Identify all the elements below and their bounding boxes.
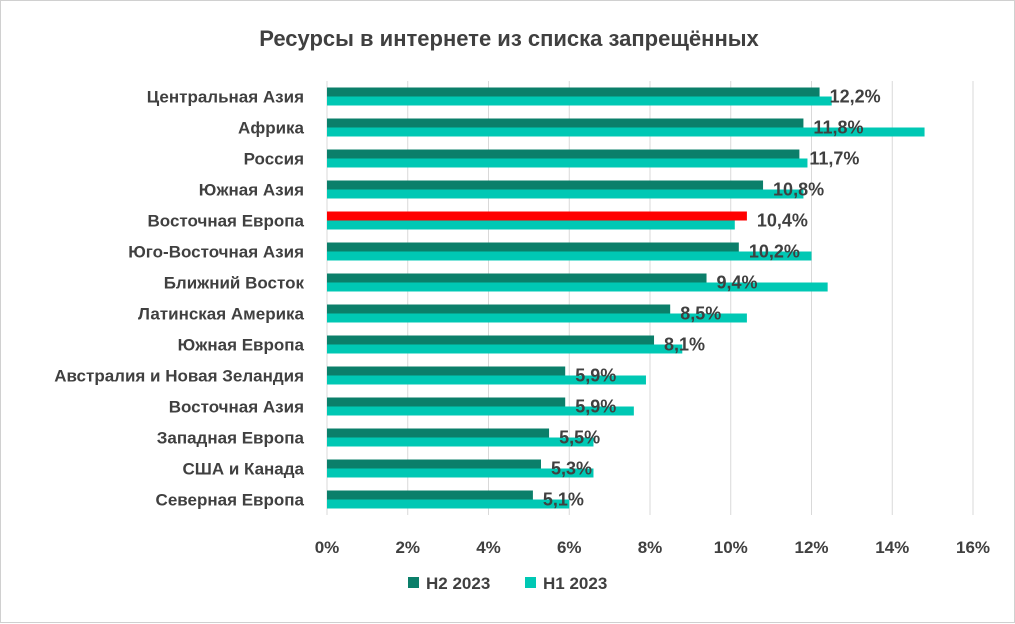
x-tick-label: 14%: [875, 538, 909, 557]
bar-h1-2023: [327, 313, 747, 323]
data-label: 5,9%: [575, 397, 616, 417]
bar-h2-2023: [327, 118, 804, 128]
bar-h1-2023: [327, 189, 804, 199]
bar-h2-2023: [327, 304, 671, 314]
bar-h2-2023: [327, 428, 550, 438]
data-label: 5,1%: [543, 490, 584, 510]
bar-h1-2023: [327, 282, 828, 292]
bar-h2-2023: [327, 335, 655, 345]
category-label: Ближний Восток: [164, 274, 305, 293]
bar-h2-2023: [327, 242, 739, 252]
bar-h1-2023: [327, 251, 812, 261]
x-tick-label: 0%: [315, 538, 340, 557]
data-label: 5,9%: [575, 366, 616, 386]
bar-h2-2023: [327, 459, 541, 469]
bar-h1-2023: [327, 468, 594, 478]
x-axis-ticks: 0% 2% 4% 6% 8% 10% 12% 14% 16%: [315, 538, 990, 557]
data-label: 11,7%: [809, 149, 859, 169]
bar-h1-2023: [327, 96, 832, 106]
data-label: 5,3%: [551, 459, 592, 479]
x-tick-label: 12%: [794, 538, 828, 557]
data-label: 8,5%: [680, 304, 721, 324]
bar-h2-2023: [327, 180, 764, 190]
category-label: Южная Азия: [199, 181, 304, 200]
legend-swatch: [408, 577, 419, 588]
data-label: 10,2%: [749, 242, 800, 262]
category-label: Россия: [244, 150, 304, 169]
category-labels: Центральная Азия Африка Россия Южная Азия Во…: [54, 88, 304, 510]
legend-label: H1 2023: [543, 574, 607, 593]
bar-h1-2023: [327, 158, 808, 168]
grid-lines: [326, 81, 974, 515]
data-label: 10,4%: [757, 211, 808, 231]
bar-h2-2023: [327, 211, 747, 221]
bar-h1-2023: [327, 344, 683, 354]
data-label: 8,1%: [664, 335, 705, 355]
bar-h1-2023: [327, 437, 594, 447]
category-label: Юго-Восточная Азия: [128, 243, 304, 262]
x-tick-label: 8%: [638, 538, 663, 557]
data-label: 9,4%: [717, 273, 758, 293]
x-tick-label: 6%: [557, 538, 582, 557]
legend: H2 2023 H1 2023: [408, 574, 607, 593]
category-label: Западная Европа: [157, 429, 305, 448]
data-label: 5,5%: [559, 428, 600, 448]
bar-h2-2023: [327, 366, 566, 376]
category-label: Латинская Америка: [138, 305, 305, 324]
bar-h1-2023: [327, 220, 735, 230]
bar-h2-2023: [327, 87, 820, 97]
data-label: 10,8%: [773, 180, 824, 200]
bar-h1-2023: [327, 375, 646, 385]
legend-label: H2 2023: [426, 574, 490, 593]
legend-swatch: [525, 577, 536, 588]
bar-h1-2023: [327, 127, 925, 137]
bar-h2-2023: [327, 149, 800, 159]
x-tick-label: 4%: [476, 538, 501, 557]
bar-h2-2023: [327, 273, 707, 283]
bar-h1-2023: [327, 406, 634, 416]
x-tick-label: 16%: [956, 538, 990, 557]
x-tick-label: 10%: [714, 538, 748, 557]
chart-title: Ресурсы в интернете из списка запрещённы…: [259, 26, 759, 51]
category-label: Восточная Азия: [169, 398, 304, 417]
data-label: 12,2%: [830, 87, 881, 107]
category-label: Африка: [238, 119, 304, 138]
category-label: Центральная Азия: [147, 88, 304, 107]
bar-h2-2023: [327, 490, 533, 500]
data-label: 11,8%: [813, 118, 863, 138]
category-label: Южная Европа: [178, 336, 305, 355]
category-label: США и Канада: [182, 460, 304, 479]
category-label: Северная Европа: [156, 491, 305, 510]
category-label: Австралия и Новая Зеландия: [54, 367, 304, 386]
bars: [327, 87, 925, 509]
bar-h1-2023: [327, 499, 570, 509]
data-labels: 12,2% 11,8% 11,7% 10,8% 10,4% 10,2% 9,4% 8,5% 8,…: [543, 87, 881, 510]
category-label: Восточная Европа: [148, 212, 305, 231]
x-tick-label: 2%: [395, 538, 420, 557]
bar-h2-2023: [327, 397, 566, 407]
